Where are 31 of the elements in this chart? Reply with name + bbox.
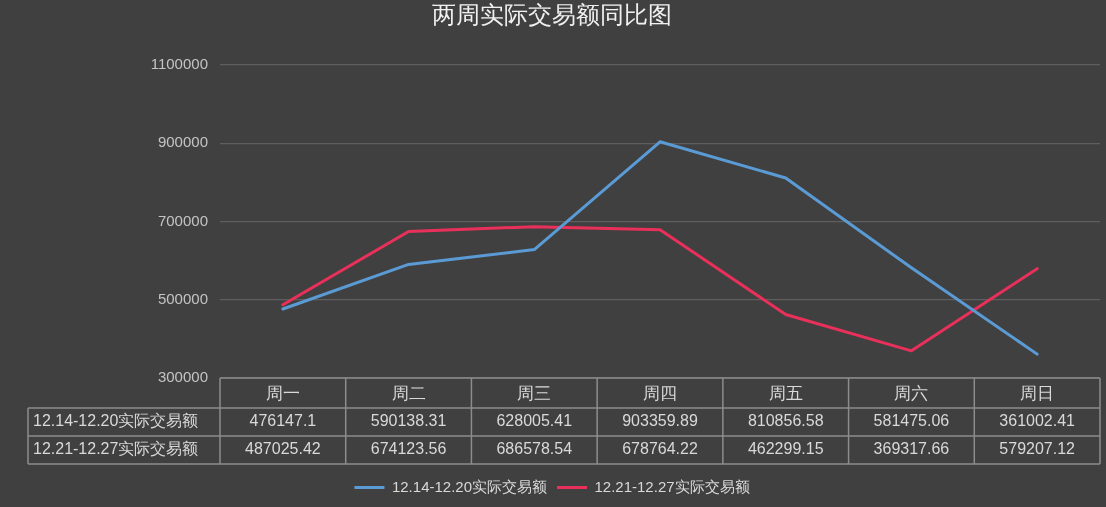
data-label: 903359.89	[622, 412, 698, 430]
data-label: 361002.41	[999, 412, 1076, 430]
data-label: 476147.1	[249, 412, 317, 430]
data-label: 487025.42	[245, 440, 321, 458]
x-tick-label: 周三	[517, 383, 552, 403]
x-tick-label: 周一	[265, 383, 300, 403]
data-label: 686578.54	[496, 440, 573, 458]
y-tick-label: 700000	[157, 211, 208, 229]
x-tick-label: 周六	[894, 383, 929, 403]
chart-title: 两周实际交易额同比图	[432, 1, 672, 28]
y-tick-label: 500000	[157, 289, 208, 307]
data-label: 674123.56	[370, 440, 447, 458]
x-tick-label: 周四	[643, 383, 677, 403]
data-label: 579207.12	[999, 440, 1076, 458]
data-label: 628005.41	[496, 412, 573, 430]
text: 12.21-12.27实际交易额	[33, 440, 199, 458]
x-tick-label: 周五	[768, 383, 803, 403]
y-tick-label: 300000	[157, 368, 208, 386]
x-tick-label: 周二	[391, 383, 426, 403]
text: 12.14-12.20实际交易额	[33, 412, 199, 430]
legend-label: 12.14-12.20实际交易额	[391, 477, 548, 495]
y-tick-label: 1100000	[150, 54, 208, 72]
data-label: 590138.31	[370, 412, 447, 430]
data-label: 810856.58	[747, 412, 824, 430]
data-label: 581475.06	[873, 412, 950, 430]
data-label: 678764.22	[622, 440, 698, 458]
data-label: 462299.15	[747, 440, 824, 458]
data-label: 369317.66	[873, 440, 950, 458]
y-tick-label: 900000	[157, 133, 208, 151]
legend-label: 12.21-12.27实际交易额	[594, 477, 750, 495]
x-tick-label: 周日	[1020, 383, 1055, 403]
